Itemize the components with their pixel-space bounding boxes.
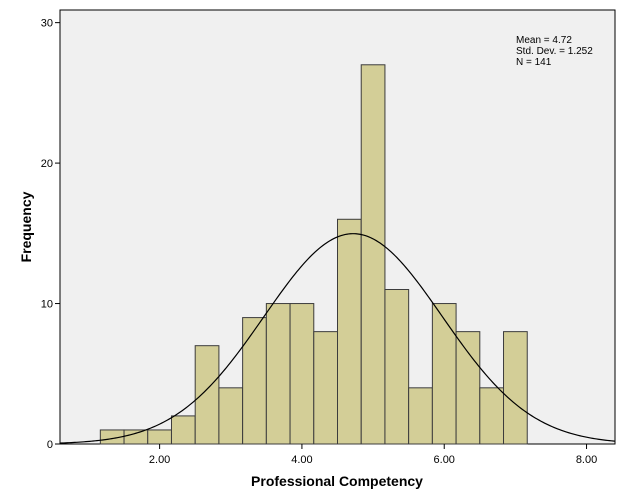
normal-curve	[59, 233, 616, 444]
histogram-bar-14	[431, 303, 457, 445]
y-tick-label-3: 30	[41, 18, 53, 30]
histogram-bar-10	[337, 218, 362, 445]
histogram-bar-17	[503, 331, 528, 445]
x-tick-label-3: 8.00	[576, 454, 597, 466]
histogram-bar-11	[360, 64, 386, 445]
histogram-bar-13	[408, 387, 433, 445]
x-tick-label-0: 2.00	[149, 454, 170, 466]
y-axis-title: Frequency	[18, 191, 34, 262]
x-axis-title: Professional Competency	[251, 473, 423, 489]
y-tick-label-2: 20	[41, 158, 53, 170]
histogram-bar-16	[479, 387, 505, 445]
stat-mean: Mean = 4.72	[516, 35, 572, 46]
histogram-bar-3	[170, 415, 196, 445]
histogram-bar-9	[313, 331, 338, 445]
histogram-bar-5	[218, 387, 244, 445]
histogram-bar-6	[242, 317, 267, 445]
histogram-bar-8	[289, 303, 315, 445]
histogram-bar-4	[194, 345, 220, 445]
stat-n: N = 141	[516, 57, 552, 68]
x-tick-label-2: 6.00	[434, 454, 455, 466]
histogram-bar-2	[147, 429, 172, 445]
y-tick-label-0: 0	[47, 439, 53, 451]
y-tick-label-1: 10	[41, 299, 53, 311]
x-tick-label-1: 4.00	[291, 454, 312, 466]
histogram-bar-12	[384, 289, 410, 445]
histogram-bar-1	[123, 429, 149, 445]
histogram-bar-15	[455, 331, 481, 445]
histogram-bar-7	[265, 303, 291, 445]
stat-std-dev: Std. Dev. = 1.252	[516, 46, 593, 57]
